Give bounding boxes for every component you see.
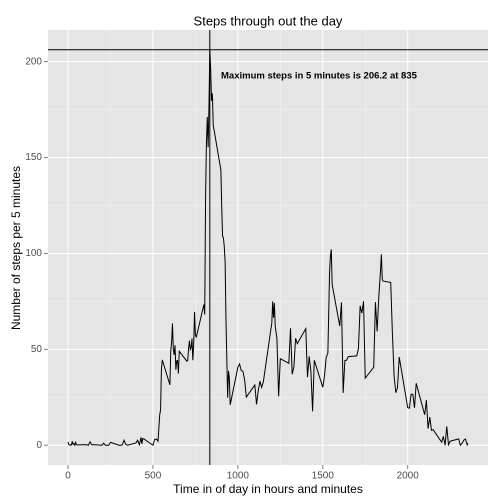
x-tick-label: 1500 [312, 471, 335, 482]
y-tick-label: 0 [36, 440, 42, 451]
data-line [67, 49, 469, 447]
y-tick-label: 200 [25, 56, 42, 67]
marks [48, 30, 488, 465]
x-tick-label: 0 [65, 471, 71, 482]
chart-title: Steps through out the day [194, 13, 343, 28]
annotation: Maximum steps in 5 minutes is 206.2 at 8… [221, 71, 418, 82]
x-tick-label: 2000 [397, 471, 420, 482]
x-tick-label: 500 [145, 471, 162, 482]
y-tick-label: 150 [25, 152, 42, 163]
y-tick-label: 50 [31, 344, 43, 355]
y-axis-label: Number of steps per 5 minutes [9, 166, 23, 330]
y-tick-label: 100 [25, 248, 42, 259]
plot-panel [48, 30, 488, 465]
x-axis-label: Time in of day in hours and minutes [173, 482, 363, 496]
x-tick-label: 1000 [227, 471, 250, 482]
